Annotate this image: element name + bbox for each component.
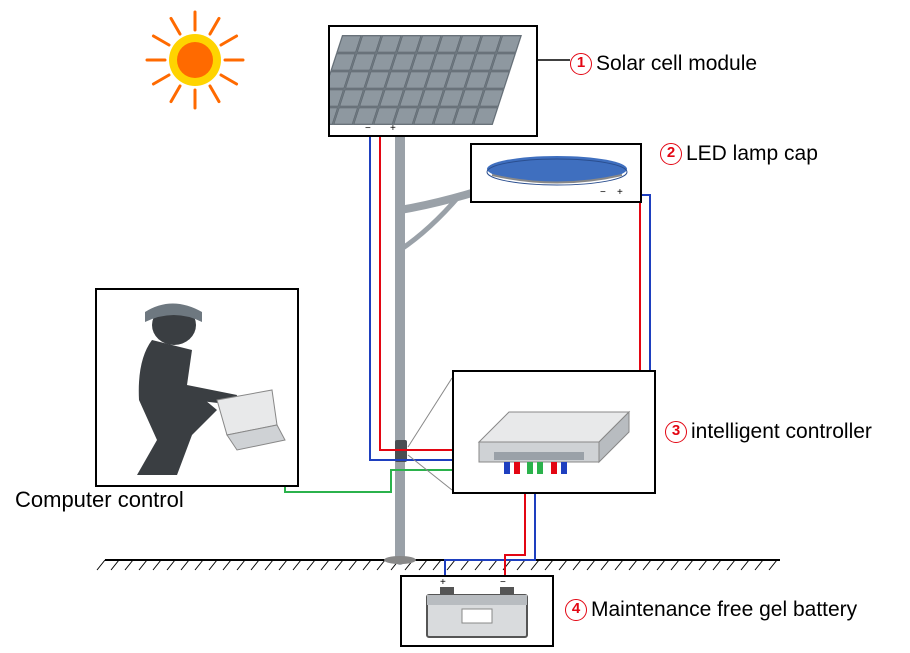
diagram-canvas: − + + − [0,0,910,653]
label-3: 3intelligent controller [665,420,872,444]
battery-icon: + − [402,577,552,645]
label-computer-control: Computer control [15,487,184,513]
solar-panel-icon: − + [330,27,536,135]
svg-text:+: + [390,123,396,134]
controller-icon [454,372,654,492]
marker-1: 1 [570,53,592,75]
marker-3: 3 [665,421,687,443]
marker-4: 4 [565,599,587,621]
sun-icon [147,12,243,108]
label-4-text: Maintenance free gel battery [591,598,857,621]
led-lamp-box: + − [470,143,642,203]
ground-line [97,560,780,570]
solar-panel-box: − + [328,25,538,137]
marker-2: 2 [660,143,682,165]
svg-text:−: − [365,123,371,134]
svg-text:−: − [600,187,606,198]
label-2-text: LED lamp cap [686,142,818,165]
svg-text:+: + [617,187,623,198]
operator-box [95,288,299,487]
label-3-text: intelligent controller [691,420,872,443]
controller-callout [408,378,452,490]
svg-text:+: + [440,577,446,588]
led-lamp-icon: + − [472,145,640,201]
label-2: 2LED lamp cap [660,142,818,166]
label-1: 1Solar cell module [570,52,757,76]
svg-text:−: − [500,577,506,588]
controller-box [452,370,656,494]
battery-box: + − [400,575,554,647]
label-1-text: Solar cell module [596,52,757,75]
person-laptop-icon [97,290,297,485]
label-4: 4Maintenance free gel battery [565,598,857,622]
